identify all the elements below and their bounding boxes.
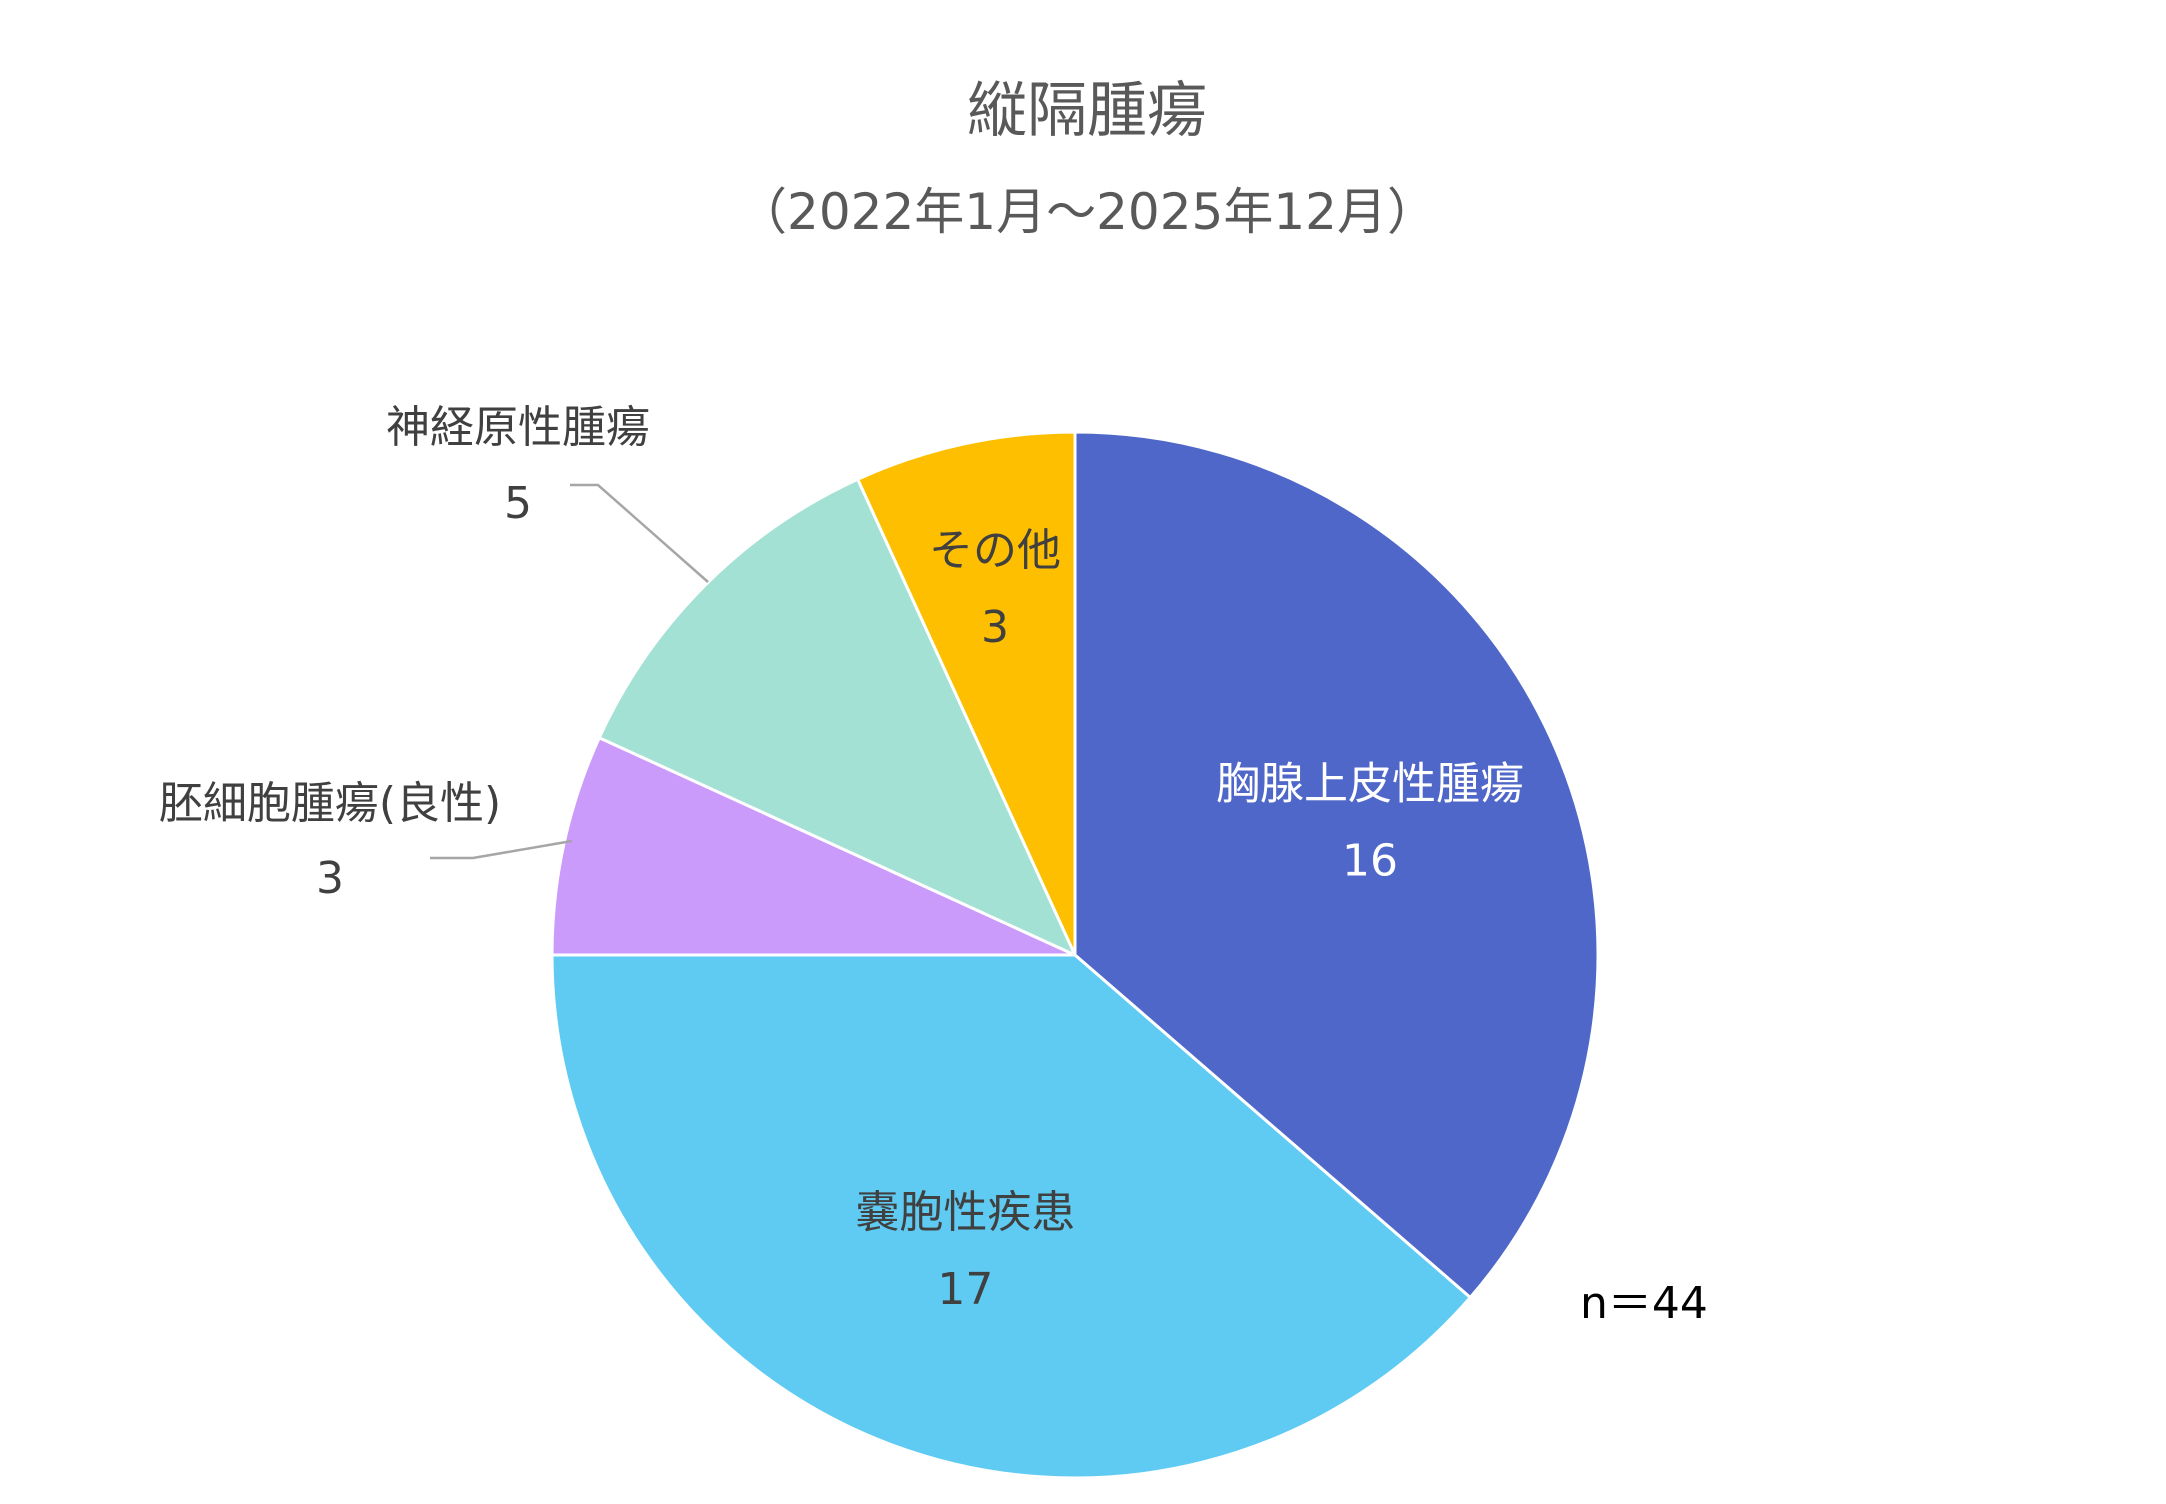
pie-slices [550,430,1600,1480]
leader-lines [430,483,709,860]
leader-line-neurogenic [570,483,709,583]
slice-labels: 胸腺上皮性腫瘍 16 嚢胞性疾患 17 胚細胞腫瘍(良性) 3 神経原性腫瘍 5 その他 3 [159,402,1524,1315]
slice-label-other: その他 [929,525,1061,576]
total-count-label: n＝44 [1580,1278,1708,1329]
pie-slice-thymic-epithelial [1073,430,1600,1300]
slice-label-cystic: 嚢胞性疾患 [855,1187,1075,1238]
pie-slice-neurogenic [597,477,1079,959]
slice-value-neurogenic: 5 [504,478,532,529]
leader-line-germ-cell-benign [430,839,573,860]
slice-label-germ-cell-benign: 胚細胞腫瘍(良性) [159,778,501,829]
slice-value-other: 3 [981,602,1009,653]
chart-subtitle: （2022年1月～2025年12月） [737,183,1437,241]
slice-value-cystic: 17 [937,1264,993,1315]
slice-value-thymic-epithelial: 16 [1342,835,1398,886]
slice-label-neurogenic: 神経原性腫瘍 [386,402,650,453]
pie-slice-germ-cell-benign [550,735,1076,957]
pie-slice-cystic [550,953,1473,1480]
slice-label-thymic-epithelial: 胸腺上皮性腫瘍 [1216,758,1524,809]
slice-value-germ-cell-benign: 3 [316,853,344,904]
chart-title: 縦隔腫瘍 [967,76,1207,146]
pie-slice-other [855,430,1077,956]
